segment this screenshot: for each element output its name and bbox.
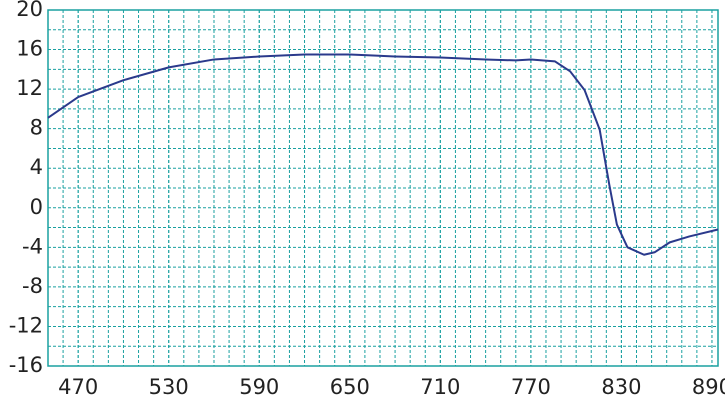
x-tick-label: 830 — [601, 375, 641, 399]
y-tick-label: -4 — [22, 234, 43, 258]
y-tick-label: 4 — [30, 155, 43, 179]
x-tick-label: 650 — [330, 375, 370, 399]
x-tick-label: 530 — [149, 375, 189, 399]
plot-frame — [47, 9, 719, 367]
y-tick-label: 0 — [30, 195, 43, 219]
x-tick-label: 710 — [420, 375, 460, 399]
y-tick-label: -16 — [9, 353, 43, 377]
x-tick-label: 890 — [692, 375, 725, 399]
y-tick-label: 16 — [16, 37, 43, 61]
x-tick-label: 770 — [511, 375, 551, 399]
y-tick-label: 8 — [30, 116, 43, 140]
x-tick-label: 590 — [239, 375, 279, 399]
x-tick-label: 470 — [58, 375, 98, 399]
data-line — [47, 53, 719, 256]
y-tick-label: 12 — [16, 76, 43, 100]
y-tick-label: -12 — [9, 313, 43, 337]
y-tick-label: -8 — [22, 274, 43, 298]
y-tick-label: 20 — [16, 0, 43, 21]
